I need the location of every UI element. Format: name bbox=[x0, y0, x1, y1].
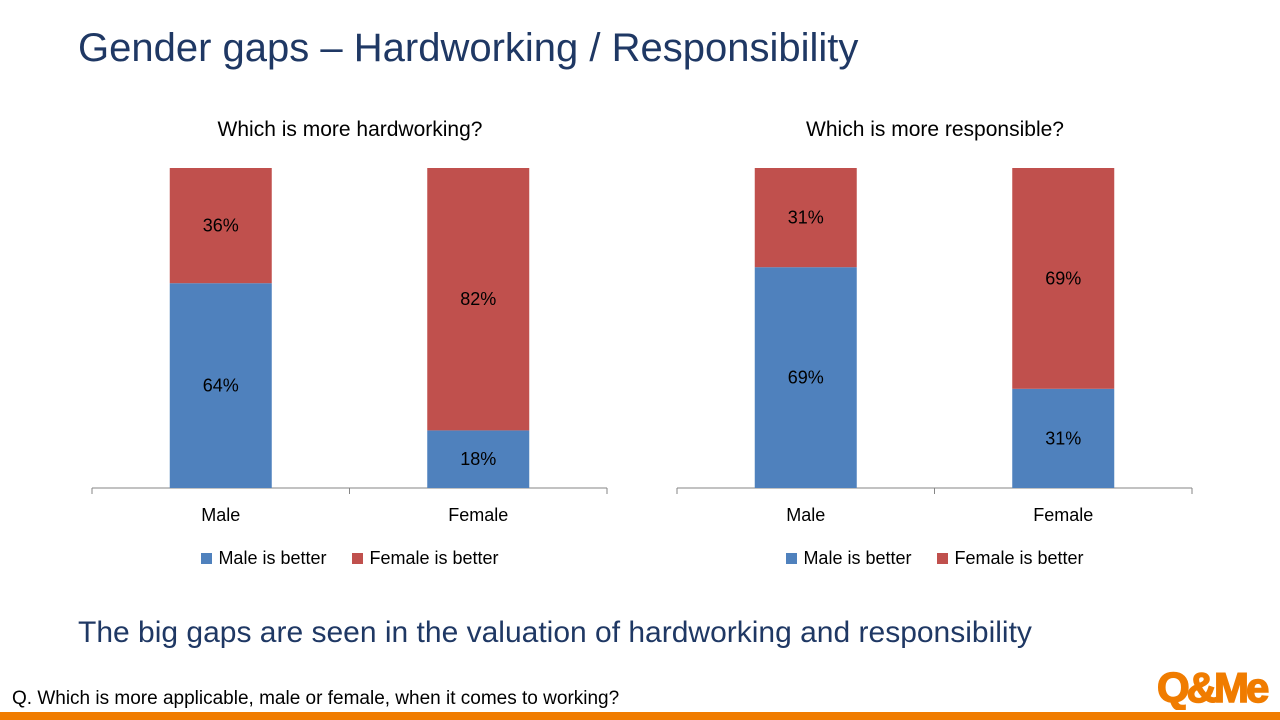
qme-logo: Q&Me bbox=[1156, 663, 1271, 710]
chart-plot: 69% 31% Male 31% 69% Female bbox=[676, 168, 1193, 525]
chart-title: Which is more responsible? bbox=[806, 118, 1064, 141]
hardworking-chart: Which is more hardworking? 64% 36% Male 18%… bbox=[70, 110, 630, 580]
bar-male-is-better-female bbox=[1012, 388, 1115, 488]
legend-item-male-is-better: Male is better bbox=[201, 548, 326, 569]
legend-swatch-male bbox=[786, 553, 798, 564]
bottom-accent-bar bbox=[0, 712, 1280, 720]
slide-title: Gender gaps – Hardworking / Responsibili… bbox=[78, 26, 859, 70]
legend-item-female-is-better: Female is better bbox=[937, 548, 1084, 569]
data-label: 64% bbox=[203, 376, 239, 396]
bar-male-is-better-male bbox=[169, 283, 272, 488]
data-label: 82% bbox=[460, 289, 496, 309]
bar-male-is-better-male bbox=[754, 267, 857, 488]
chart-title: Which is more hardworking? bbox=[217, 118, 483, 141]
legend-label-female: Female is better bbox=[369, 548, 499, 568]
legend-label-female: Female is better bbox=[954, 548, 1084, 568]
survey-question: Q. Which is more applicable, male or fem… bbox=[12, 688, 620, 709]
bar-female-is-better-male bbox=[169, 168, 272, 284]
data-label: 18% bbox=[460, 449, 496, 469]
category-label: Female bbox=[1033, 505, 1093, 525]
bar-female-is-better-male bbox=[754, 168, 857, 268]
data-label: 69% bbox=[1045, 268, 1081, 288]
data-label: 31% bbox=[1045, 428, 1081, 448]
data-label: 31% bbox=[788, 208, 824, 228]
legend-item-female-is-better: Female is better bbox=[352, 548, 499, 569]
legend-swatch-male bbox=[201, 553, 213, 564]
responsible-chart: Which is more responsible? 69% 31% Male 31%… bbox=[655, 110, 1215, 580]
category-label: Male bbox=[786, 505, 825, 525]
bar-female-is-better-female bbox=[427, 168, 530, 431]
bar-female-is-better-female bbox=[1012, 168, 1115, 389]
chart-legend: Male is better Female is better bbox=[70, 548, 630, 569]
legend-item-male-is-better: Male is better bbox=[786, 548, 911, 569]
legend-label-male: Male is better bbox=[803, 548, 912, 568]
logo-text: Q&Me bbox=[1157, 664, 1268, 710]
data-label: 69% bbox=[788, 368, 824, 388]
category-label: Female bbox=[448, 505, 508, 525]
legend-label-male: Male is better bbox=[218, 548, 327, 568]
bar-male-is-better-female bbox=[427, 430, 530, 488]
conclusion-text: The big gaps are seen in the valuation o… bbox=[78, 616, 1032, 649]
chart-plot: 64% 36% Male 18% 82% Female bbox=[91, 168, 608, 525]
data-label: 36% bbox=[203, 216, 239, 236]
chart-legend: Male is better Female is better bbox=[655, 548, 1215, 569]
category-label: Male bbox=[201, 505, 240, 525]
legend-swatch-female bbox=[352, 553, 364, 564]
legend-swatch-female bbox=[937, 553, 949, 564]
